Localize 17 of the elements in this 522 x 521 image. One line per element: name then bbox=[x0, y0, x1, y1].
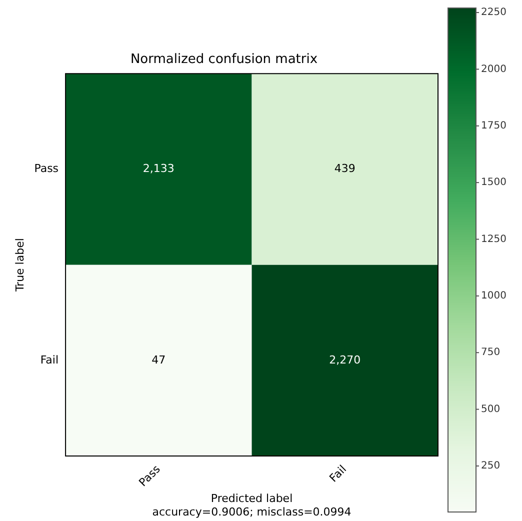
color-bar-label: 1000 bbox=[481, 290, 506, 302]
color-bar-label: 2000 bbox=[481, 64, 506, 75]
color-bar-label: 250 bbox=[481, 460, 500, 472]
y-axis-title: True label bbox=[13, 238, 26, 293]
data-label: 47 bbox=[152, 353, 166, 366]
data-label: 439 bbox=[334, 162, 356, 176]
color-bar-label: 1500 bbox=[481, 177, 506, 188]
color-bar-label: 1750 bbox=[481, 120, 506, 132]
color-bar-label: 750 bbox=[481, 347, 500, 358]
data-label: 2,133 bbox=[142, 162, 174, 176]
color-bar-label: 500 bbox=[481, 404, 500, 415]
text: accuracy=0.9006; misclass=0.0994 bbox=[152, 505, 352, 518]
color-bar-label: 1250 bbox=[481, 234, 506, 245]
color-bar-label: 2250 bbox=[481, 7, 506, 18]
data-label: 2,270 bbox=[329, 353, 361, 366]
x-axis-title: Predicted label bbox=[210, 492, 293, 506]
chart-title: Normalized confusion matrix bbox=[130, 52, 318, 68]
